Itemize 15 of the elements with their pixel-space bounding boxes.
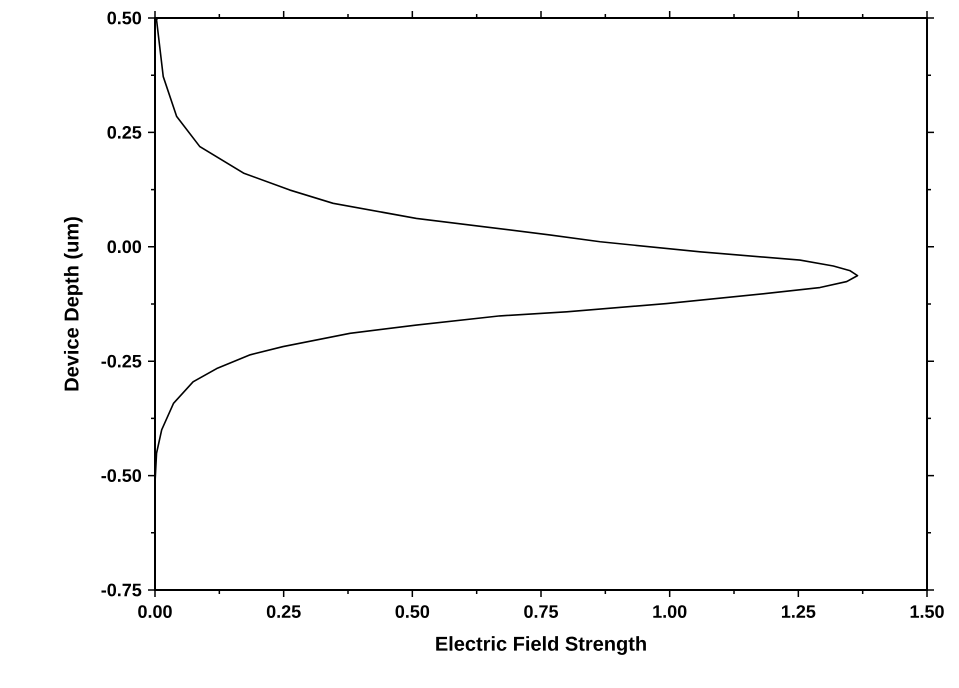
x-tick-label: 1.50 — [910, 605, 944, 618]
y-axis-title: Device Depth (um) — [64, 217, 83, 390]
y-tick-label: 0.25 — [107, 126, 142, 139]
x-tick-label: 0.50 — [396, 605, 430, 618]
y-tick-label: -0.75 — [101, 584, 142, 596]
y-tick-label: 0.50 — [107, 12, 142, 24]
x-tick-label: 0.75 — [524, 605, 558, 618]
x-tick-label: 0.25 — [266, 605, 301, 618]
y-tick-label: 0.00 — [107, 240, 142, 254]
x-tick-label: 1.00 — [653, 605, 686, 618]
y-tick-label: -0.25 — [101, 354, 142, 368]
y-tick-label: -0.50 — [101, 469, 142, 482]
x-tick-label: 1.25 — [782, 605, 816, 618]
x-tick-label: 0.00 — [138, 605, 172, 618]
x-axis-title: Electric Field Strength — [436, 636, 646, 655]
